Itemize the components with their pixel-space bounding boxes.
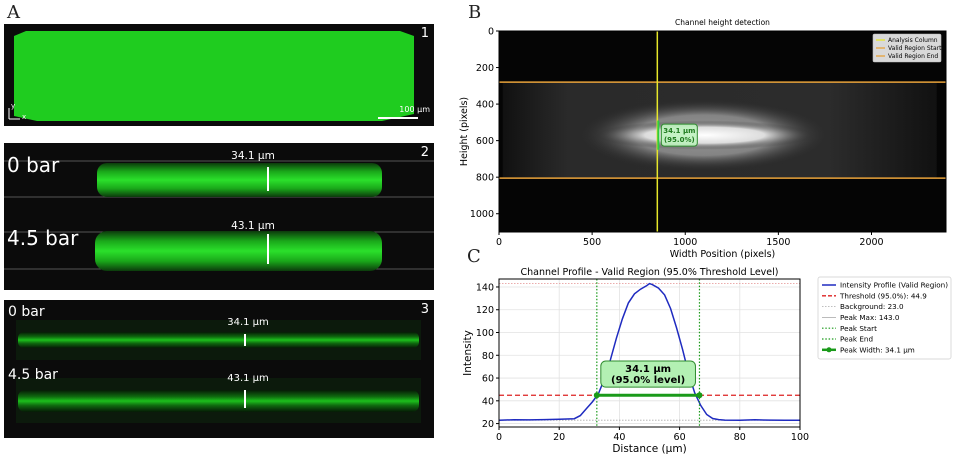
plot-frame (498, 30, 947, 233)
x-tick-label: 1000 (673, 237, 697, 248)
legend-label: Background: 23.0 (840, 302, 904, 311)
scale-bar-label: 100 μm (399, 105, 430, 114)
height-label-0bar: 34.1 μm (231, 150, 275, 162)
legend-label: Valid Region Start (888, 45, 942, 52)
pressure-label-0bar: 0 bar (8, 304, 45, 320)
peak-width-label: (95.0% level) (611, 375, 685, 386)
legend-marker (826, 347, 832, 353)
legend-label: Peak Max: 143.0 (840, 313, 900, 322)
y-tick-label: 20 (482, 419, 494, 430)
legend-box (872, 33, 942, 63)
channel-height-detection-chart: 34.1 μm(95.0%) 0 500 1000 1500 2000 0 200 400 600… (459, 18, 947, 260)
channel-band-4-5bar (95, 231, 382, 271)
pressure-label-4-5bar: 4.5 bar (7, 226, 79, 250)
x-tick-label: 100 (791, 432, 809, 443)
chart-title: Channel height detection (675, 18, 770, 27)
y-tick-label: 800 (476, 173, 494, 184)
detection-annotation-text: (95.0%) (664, 136, 695, 144)
y-tick-label: 0 (488, 27, 494, 38)
panel-letter-b: B (468, 2, 482, 23)
y-axis-label: Height (pixels) (459, 97, 470, 166)
y-axis-label: Intensity (462, 330, 474, 376)
y-tick-label: 140 (476, 282, 494, 293)
height-label-4-5bar: 43.1 μm (227, 373, 269, 384)
legend-label: Peak Start (840, 324, 877, 333)
chart-title: Channel Profile - Valid Region (95.0% Th… (520, 267, 778, 278)
channel-profile-chart: 34.1 μm(95.0% level)0 20 40 60 80 10020406080… (462, 267, 952, 455)
panel-letter-a: A (7, 2, 20, 23)
detection-annotation-text: 34.1 μm (663, 127, 695, 135)
x-tick-label: 60 (674, 432, 686, 443)
x-tick-label: 40 (613, 432, 625, 443)
green-channel-shape (14, 31, 414, 121)
height-label-4-5bar: 43.1 μm (231, 220, 275, 232)
legend-box (817, 276, 952, 360)
panel-number-1: 1 (420, 26, 429, 41)
legend-label: Valid Region End (888, 53, 938, 60)
x-tick-label: 80 (734, 432, 746, 443)
peak-width-endpoint (593, 392, 600, 399)
peak-width-label: 34.1 μm (625, 364, 671, 375)
x-axis-label: Distance (μm) (612, 443, 686, 455)
y-tick-label: 400 (476, 100, 494, 111)
peak-width-endpoint (696, 392, 703, 399)
intensity-profile-line (498, 282, 800, 421)
plot-area (499, 279, 800, 427)
x-axis-label: Width Position (pixels) (670, 249, 775, 260)
x-tick-label: 1500 (766, 237, 790, 248)
legend-label: Peak Width: 34.1 μm (840, 345, 915, 354)
legend-label: Threshold (95.0%): 44.9 (839, 291, 927, 300)
panel-a3-image: 3 0 bar 34.1 μm 4.5 bar 43.1 μm (4, 300, 434, 438)
axis-y-label: y (11, 102, 16, 110)
legend-label: Peak End (840, 335, 873, 344)
height-marker (267, 234, 269, 264)
x-tick-label: 0 (496, 237, 502, 248)
legend-label: Intensity Profile (Valid Region) (840, 281, 948, 290)
y-tick-label: 60 (482, 374, 494, 385)
channel-side-view-3 (16, 320, 421, 423)
height-marker (244, 390, 246, 408)
x-tick-label: 500 (583, 237, 601, 248)
height-label-0bar: 34.1 μm (227, 317, 269, 328)
x-tick-label: 0 (496, 432, 502, 443)
bright-band (595, 120, 814, 150)
detection-annotation-box (660, 123, 698, 147)
channel-side-view-2 (4, 160, 434, 271)
x-tick-label: 20 (553, 432, 565, 443)
y-tick-label: 200 (476, 63, 494, 74)
pressure-label-4-5bar: 4.5 bar (8, 367, 58, 383)
axis-x-label: x (22, 113, 27, 121)
y-tick-label: 120 (476, 305, 494, 316)
height-marker (244, 334, 246, 346)
y-tick-label: 40 (482, 396, 494, 407)
panel-number-3: 3 (420, 302, 429, 317)
panel-letter-c: C (467, 246, 481, 267)
height-marker (267, 167, 269, 191)
channel-band-0bar (97, 163, 382, 197)
y-tick-label: 600 (476, 136, 494, 147)
panel-a1-image: 1 100 μm y x (4, 24, 434, 126)
plot-frame (498, 278, 801, 428)
x-tick-label: 2000 (859, 237, 883, 248)
panel-a2-image: 2 0 bar 34.1 μm 4.5 bar 43.1 μm (4, 143, 434, 290)
pressure-label-0bar: 0 bar (7, 153, 60, 177)
legend-label: Analysis Column (888, 37, 938, 44)
channel-top-view (8, 31, 418, 121)
y-tick-label: 1000 (470, 209, 494, 220)
channel-band-0bar (18, 332, 419, 348)
channel-band-4-5bar (18, 390, 419, 412)
peak-width-label-box (600, 360, 696, 388)
panel-number-2: 2 (420, 145, 429, 160)
y-tick-label: 100 (476, 328, 494, 339)
y-tick-label: 80 (482, 351, 494, 362)
